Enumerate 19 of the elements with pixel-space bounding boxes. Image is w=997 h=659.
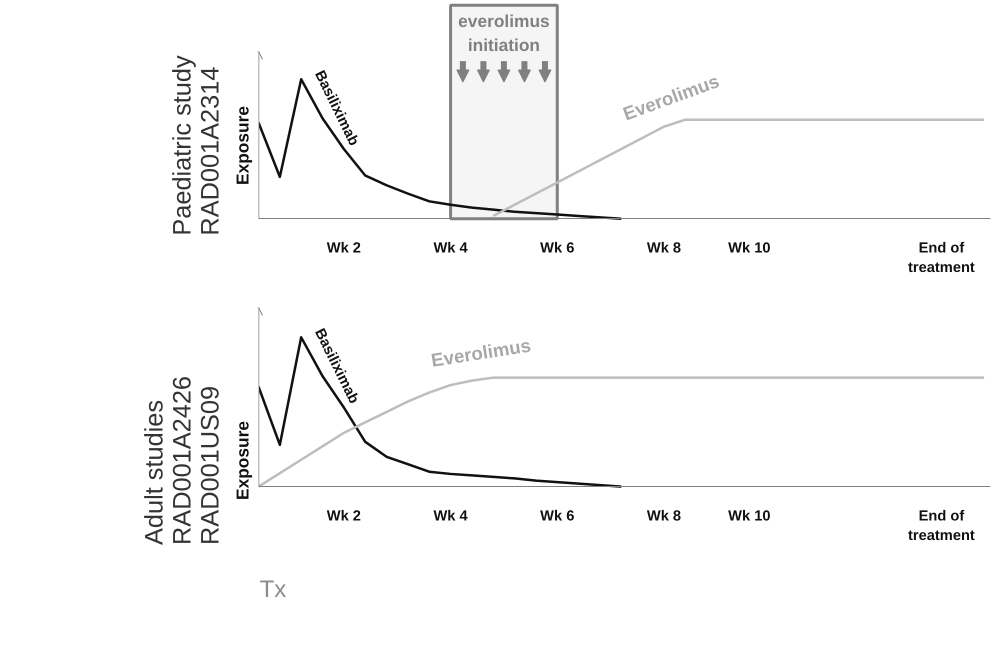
x-tick-label: End of treatment xyxy=(908,240,975,276)
x-tick-label: Wk 10 xyxy=(728,508,771,525)
x-tick-label: Wk 2 xyxy=(326,240,361,257)
x-tick-label: Wk 2 xyxy=(326,508,361,525)
x-tick-label: Wk 4 xyxy=(433,508,469,525)
y-axis-title: Exposure xyxy=(232,420,252,500)
x-tick-label: Wk 10 xyxy=(728,240,771,257)
x-tick-label: Wk 6 xyxy=(540,240,574,257)
text: Everolimus xyxy=(430,334,532,371)
y-axis-title: Exposure xyxy=(232,106,252,185)
text: Paediatric study RAD001A2314 xyxy=(168,55,224,236)
x-tick-label: Wk 8 xyxy=(646,240,682,257)
text: Tx xyxy=(260,576,286,604)
band-label: everolimus initiation xyxy=(458,10,550,55)
text: Adult studies RAD001A2426 RAD001US09 xyxy=(140,376,224,545)
x-tick-label: End of treatment xyxy=(908,508,975,544)
x-tick-label: Wk 4 xyxy=(433,240,469,257)
x-tick-label: Wk 6 xyxy=(540,508,574,525)
x-tick-label: Wk 8 xyxy=(646,508,682,525)
